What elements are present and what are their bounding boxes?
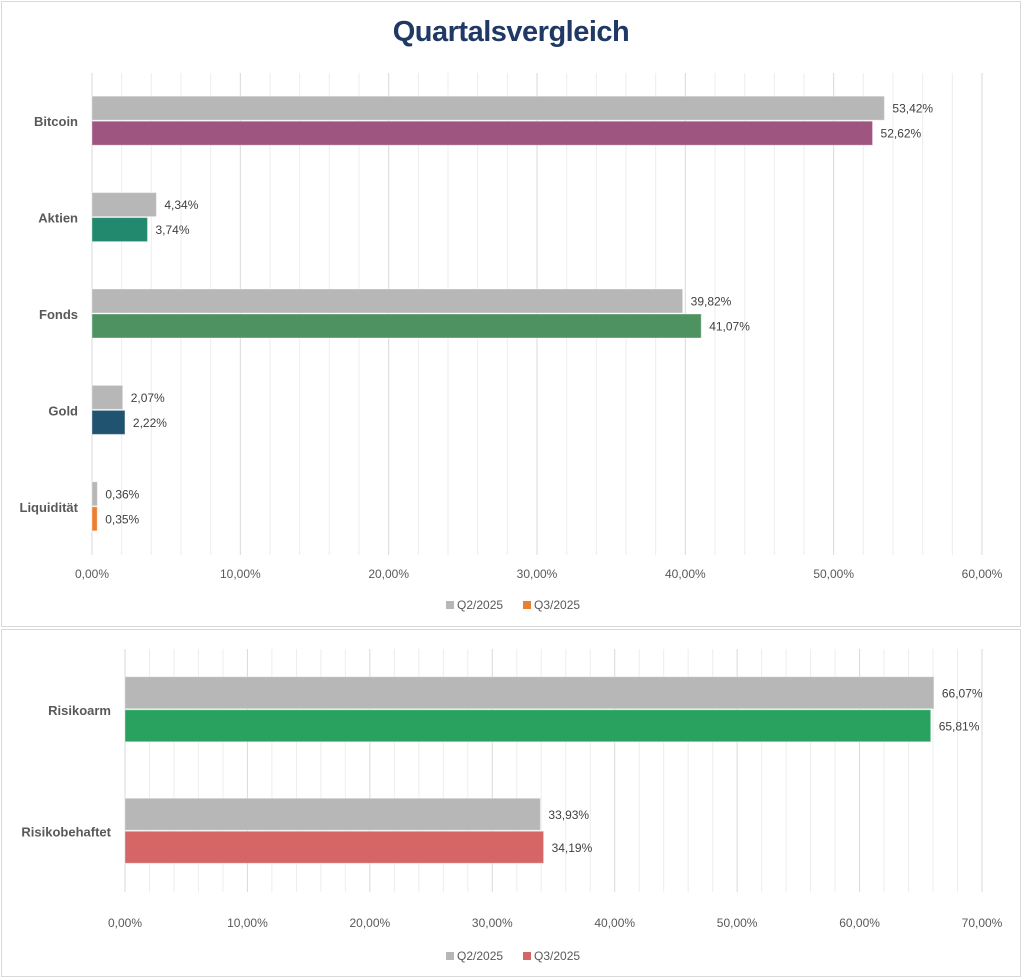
data-label: 52,62% xyxy=(881,127,922,141)
bar-fonds-q2-2025 xyxy=(91,288,684,314)
category-label: Risikobehaftet xyxy=(21,824,111,839)
legend-label: Q3/2025 xyxy=(534,598,580,612)
bar-risikoarm-q3-2025 xyxy=(124,709,932,743)
chart-quarter-comparison: 0,00% 10,00% 20,00% 30,00% 40,00% 50,00% 60,00… xyxy=(20,73,1003,612)
category-label: Gold xyxy=(48,403,78,418)
chart-title: Quartalsvergleich xyxy=(392,16,630,48)
legend-label: Q2/2025 xyxy=(457,949,503,963)
bar-gold-q2-2025 xyxy=(91,384,124,410)
data-label: 34,19% xyxy=(552,841,593,855)
x-tick-label: 30,00% xyxy=(517,567,558,581)
legend: Q2/2025 Q3/2025 xyxy=(446,949,580,963)
legend-swatch xyxy=(446,952,454,960)
data-label: 2,07% xyxy=(131,391,165,405)
bar-gold-q3-2025 xyxy=(91,409,126,435)
legend: Q2/2025 Q3/2025 xyxy=(446,598,580,612)
legend-label: Q2/2025 xyxy=(457,598,503,612)
data-label: 53,42% xyxy=(892,102,933,116)
x-tick-label: 40,00% xyxy=(665,567,706,581)
x-tick-label: 0,00% xyxy=(108,916,142,930)
data-label: 33,93% xyxy=(548,808,589,822)
x-tick-label: 10,00% xyxy=(227,916,268,930)
data-label: 66,07% xyxy=(942,686,983,700)
chart-panel-risk-comparison: 0,00% 10,00% 20,00% 30,00% 40,00% 50,00% 60,00… xyxy=(1,629,1021,977)
data-label: 41,07% xyxy=(709,320,750,334)
legend-label: Q3/2025 xyxy=(534,949,580,963)
bar-fonds-q3-2025 xyxy=(91,313,702,339)
bar-bitcoin-q2-2025 xyxy=(91,95,885,121)
chart-risk-comparison: 0,00% 10,00% 20,00% 30,00% 40,00% 50,00% 60,00… xyxy=(21,649,1003,963)
data-label: 3,74% xyxy=(155,223,189,237)
data-label: 2,22% xyxy=(133,416,167,430)
x-tick-label: 50,00% xyxy=(717,916,758,930)
legend-swatch xyxy=(523,601,531,609)
x-tick-label: 60,00% xyxy=(962,567,1003,581)
x-tick-label: 60,00% xyxy=(839,916,880,930)
data-label: 0,35% xyxy=(105,512,139,526)
bar-liquidit-t-q2-2025 xyxy=(91,481,98,507)
bar-aktien-q3-2025 xyxy=(91,217,148,243)
bar-bitcoin-q3-2025 xyxy=(91,120,874,146)
data-label: 39,82% xyxy=(691,295,732,309)
data-label: 65,81% xyxy=(939,719,980,733)
legend-swatch xyxy=(446,601,454,609)
category-label: Risikoarm xyxy=(48,703,111,718)
chart-panel-quarter-comparison: Quartalsvergleich 0,00% 10,00% 20,00% 30,00… xyxy=(1,1,1021,627)
data-label: 0,36% xyxy=(105,487,139,501)
bar-risikobehaftet-q2-2025 xyxy=(124,797,541,831)
data-label: 4,34% xyxy=(164,198,198,212)
bar-liquidit-t-q3-2025 xyxy=(91,506,98,532)
category-label: Liquidität xyxy=(20,500,79,515)
x-tick-label: 70,00% xyxy=(962,916,1003,930)
x-tick-label: 40,00% xyxy=(594,916,635,930)
bar-risikobehaftet-q3-2025 xyxy=(124,830,545,864)
category-label: Aktien xyxy=(38,211,78,226)
category-label: Fonds xyxy=(39,307,78,322)
legend-swatch xyxy=(523,952,531,960)
x-tick-label: 0,00% xyxy=(75,567,109,581)
x-tick-label: 20,00% xyxy=(350,916,391,930)
category-label: Bitcoin xyxy=(34,114,78,129)
x-tick-label: 30,00% xyxy=(472,916,513,930)
x-tick-label: 10,00% xyxy=(220,567,261,581)
bar-aktien-q2-2025 xyxy=(91,192,157,218)
x-tick-label: 50,00% xyxy=(813,567,854,581)
x-tick-label: 20,00% xyxy=(368,567,409,581)
bar-risikoarm-q2-2025 xyxy=(124,676,935,710)
